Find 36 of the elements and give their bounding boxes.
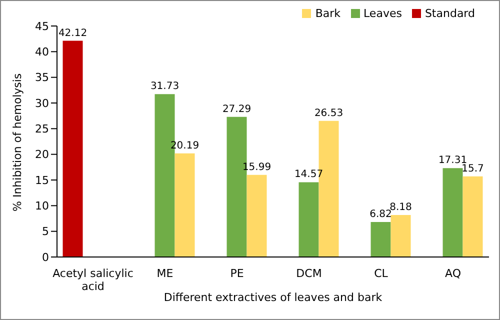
data-label: 8.18 (390, 202, 412, 214)
x-tick-label: DCM (296, 267, 322, 280)
bar (462, 176, 483, 257)
bar (390, 215, 411, 257)
y-tick-label: 0 (42, 250, 49, 264)
x-axis-title: Different extractives of leaves and bark (164, 291, 383, 304)
bar (174, 153, 195, 257)
data-label: 27.29 (222, 104, 252, 115)
x-tick-label: ME (156, 267, 174, 280)
y-tick-label: 25 (35, 122, 49, 136)
data-label: 6.82 (370, 208, 392, 220)
y-tick-label: 20 (35, 148, 49, 162)
legend-label: Leaves (364, 7, 402, 20)
y-tick-label: 45 (35, 20, 49, 33)
y-axis-title: % Inhibition of hemolysis (10, 73, 24, 212)
y-tick-label: 15 (35, 174, 49, 187)
bar (298, 182, 319, 257)
data-label: 42.12 (58, 28, 88, 39)
bar (246, 174, 267, 257)
y-tick-label: 40 (35, 46, 49, 59)
y-tick-label: 30 (35, 96, 49, 110)
y-tick-label: 5 (42, 225, 49, 238)
data-label: 26.53 (314, 108, 344, 119)
legend-label: Standard (424, 7, 475, 20)
y-tick-label: 10 (35, 200, 49, 213)
bar (442, 168, 463, 257)
data-label: 31.73 (150, 81, 180, 92)
y-tick-label: 35 (35, 71, 49, 84)
x-tick-label: PE (230, 267, 244, 280)
x-tick-label: AQ (445, 267, 462, 280)
bar (370, 222, 391, 257)
bar (62, 40, 83, 257)
x-tick-label: CL (374, 267, 389, 280)
x-tick-label: Acetyl salicylic acid (52, 267, 134, 293)
data-label: 15.7 (462, 163, 484, 174)
legend-label: Bark (315, 7, 340, 20)
